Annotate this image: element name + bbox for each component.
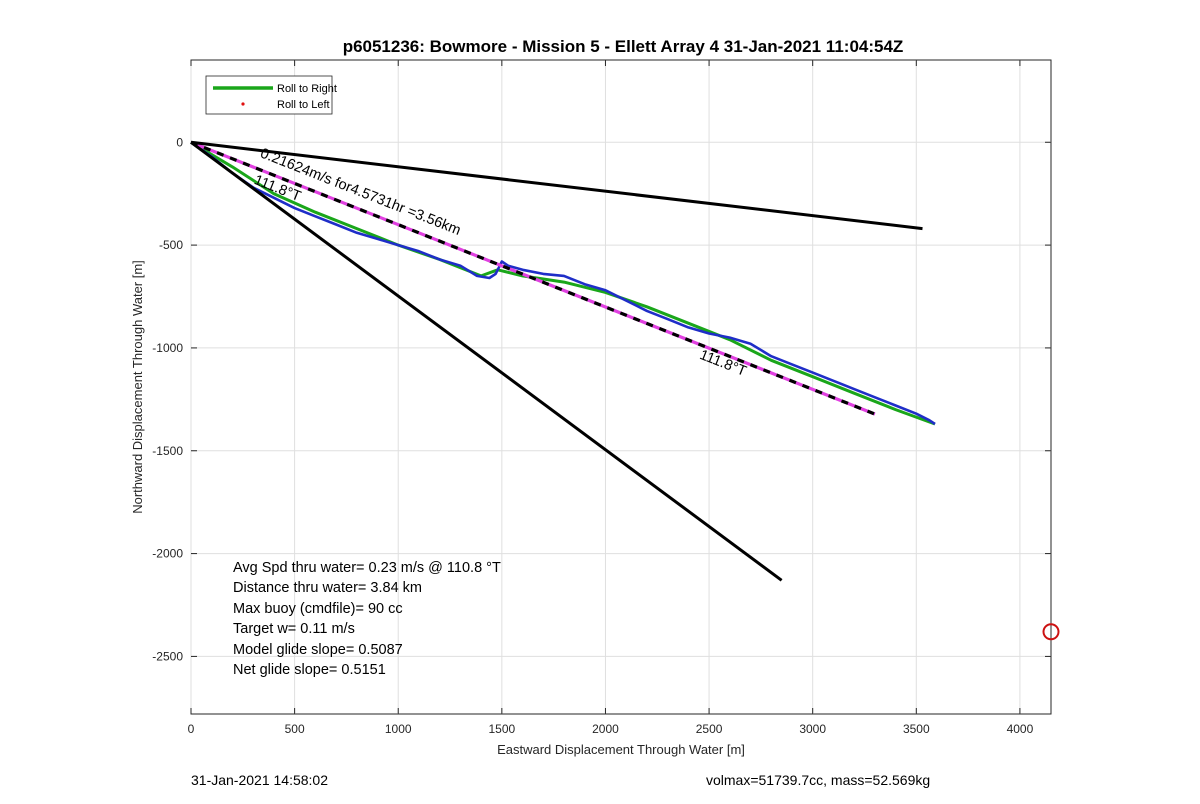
x-tick-label: 0 bbox=[188, 722, 195, 736]
stat-avg-speed: Avg Spd thru water= 0.23 m/s @ 110.8 °T bbox=[233, 560, 501, 576]
stats-block: Avg Spd thru water= 0.23 m/s @ 110.8 °T … bbox=[233, 560, 501, 678]
heading-bound-line bbox=[190, 140, 923, 231]
stat-distance: Distance thru water= 3.84 km bbox=[233, 580, 422, 596]
plot-area bbox=[190, 59, 1052, 715]
legend-label-roll-left: Roll to Left bbox=[277, 99, 330, 111]
legend: Roll to Right Roll to Left bbox=[205, 75, 337, 115]
glider-track-line bbox=[190, 141, 936, 426]
series-roll-to-right bbox=[190, 141, 936, 426]
axis-ticks: 0 500 1000 1500 2000 2500 3000 3500 4000 0 -500 -10… bbox=[152, 60, 1051, 736]
series-layer bbox=[190, 140, 1060, 641]
footer-timestamp: 31-Jan-2021 14:58:02 bbox=[191, 772, 328, 788]
chart-title: p6051236: Bowmore - Mission 5 - Ellett A… bbox=[343, 37, 904, 56]
x-tick-label: 1000 bbox=[385, 722, 412, 736]
stat-model-glide-slope: Model glide slope= 0.5087 bbox=[233, 642, 403, 658]
legend-swatch-roll-left bbox=[241, 102, 245, 106]
stat-target-w: Target w= 0.11 m/s bbox=[233, 621, 355, 637]
heading-bound-line bbox=[190, 141, 783, 582]
x-tick-label: 3500 bbox=[903, 722, 930, 736]
y-tick-label: 0 bbox=[176, 135, 183, 149]
x-tick-label: 2000 bbox=[592, 722, 619, 736]
y-axis-label: Northward Displacement Through Water [m] bbox=[130, 260, 145, 514]
stat-net-glide-slope: Net glide slope= 0.5151 bbox=[233, 662, 386, 678]
y-tick-label: -2500 bbox=[152, 649, 183, 663]
x-tick-label: 500 bbox=[285, 722, 305, 736]
x-axis-label: Eastward Displacement Through Water [m] bbox=[497, 742, 745, 757]
y-tick-label: -2000 bbox=[152, 547, 183, 561]
x-tick-label: 2500 bbox=[696, 722, 723, 736]
x-tick-label: 3000 bbox=[799, 722, 826, 736]
legend-label-roll-right: Roll to Right bbox=[277, 83, 337, 95]
x-tick-label: 1500 bbox=[488, 722, 515, 736]
y-tick-label: -1000 bbox=[152, 341, 183, 355]
x-tick-label: 4000 bbox=[1007, 722, 1034, 736]
legend-box bbox=[205, 75, 333, 115]
target-marker bbox=[1042, 623, 1060, 641]
net-displacement-dash bbox=[190, 140, 876, 416]
stat-max-buoy: Max buoy (cmdfile)= 90 cc bbox=[233, 601, 403, 617]
grid bbox=[190, 60, 1051, 714]
footer-volmax-mass: volmax=51739.7cc, mass=52.569kg bbox=[706, 772, 931, 788]
y-tick-label: -500 bbox=[159, 238, 183, 252]
y-tick-label: -1500 bbox=[152, 444, 183, 458]
